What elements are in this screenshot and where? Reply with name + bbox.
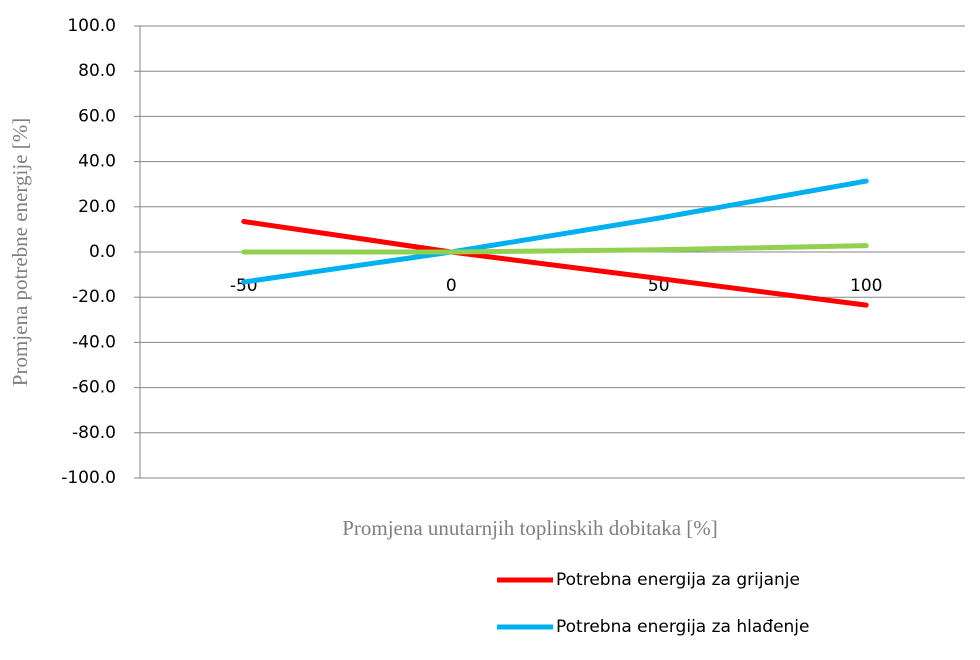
y-tick-label: -40.0 (72, 332, 116, 352)
y-tick-label: -20.0 (72, 287, 116, 307)
x-axis-title: Promjena unutarnjih toplinskih dobitaka … (342, 516, 718, 540)
y-tick-label: 20.0 (78, 197, 116, 217)
series-line (241, 243, 869, 255)
x-tick-label: 0 (446, 276, 457, 296)
y-axis-title: Promjena potrebne energije [%] (8, 118, 32, 386)
y-tick-label: 0.0 (89, 242, 116, 262)
y-tick-label: -100.0 (61, 468, 116, 488)
y-tick-label: -60.0 (72, 378, 116, 398)
legend-label: Potrebna energija za hlađenje (556, 617, 809, 637)
y-tick-label: 60.0 (78, 106, 116, 126)
series-line (241, 178, 869, 285)
y-tick-label: -80.0 (72, 423, 116, 443)
y-tick-label: 100.0 (67, 16, 116, 36)
x-tick-label: 100 (850, 276, 882, 296)
legend-label: Potrebna energija za grijanje (556, 570, 800, 590)
series-line (241, 218, 869, 308)
y-tick-label: 40.0 (78, 152, 116, 172)
y-tick-label: 80.0 (78, 61, 116, 81)
